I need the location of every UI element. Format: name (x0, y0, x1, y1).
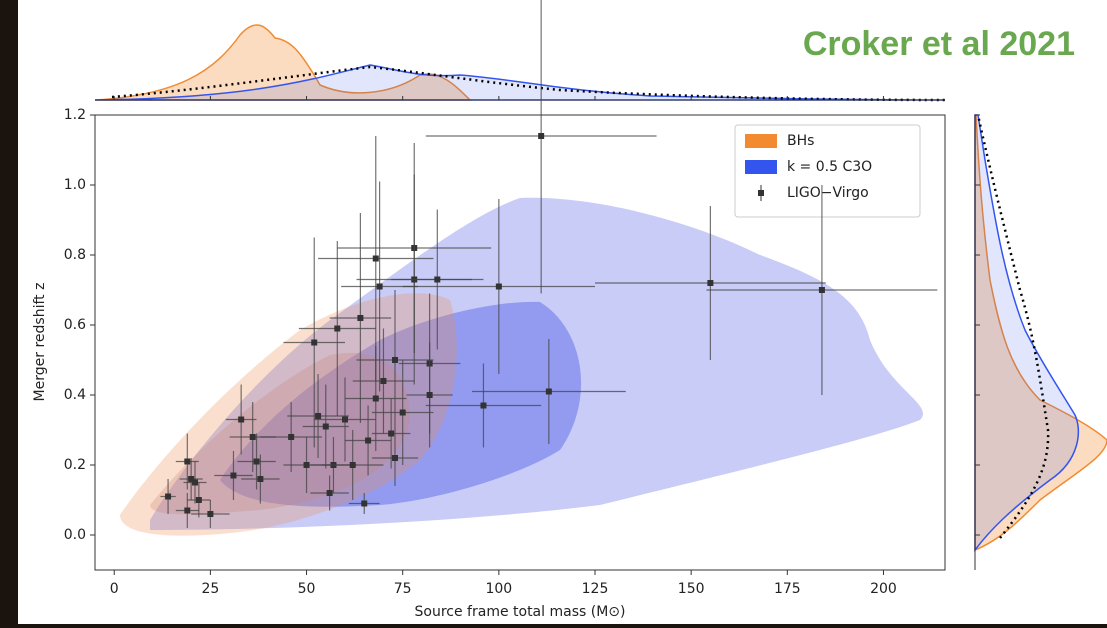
data-point (372, 395, 379, 402)
y-tick-label: 0.6 (64, 317, 86, 333)
x-tick-label: 200 (870, 581, 897, 597)
contours (120, 197, 924, 536)
data-point (311, 339, 318, 346)
data-point (818, 287, 825, 293)
data-point (372, 255, 379, 262)
legend-swatch (745, 134, 777, 148)
legend-label: LIGO−Virgo (787, 185, 869, 201)
data-point (434, 276, 441, 283)
x-tick-label: 175 (774, 581, 801, 597)
x-tick-label: 75 (394, 581, 412, 597)
data-point (230, 472, 237, 479)
data-point (207, 511, 214, 517)
legend-marker (758, 190, 764, 196)
x-tick-label: 125 (582, 581, 609, 597)
data-point (195, 497, 202, 503)
data-point (349, 462, 356, 468)
x-axis-label: Source frame total mass (M⊙) (415, 604, 626, 620)
data-point (238, 416, 245, 423)
data-point (184, 458, 191, 465)
data-point (334, 325, 341, 332)
data-point (192, 479, 198, 486)
data-point (322, 423, 329, 430)
data-point (361, 500, 368, 507)
legend-label: BHs (787, 133, 814, 149)
y-tick-label: 0.4 (64, 387, 86, 403)
data-point (165, 493, 172, 500)
y-axis-label: Merger redshift z (32, 283, 48, 402)
data-point (392, 357, 398, 363)
y-tick-label: 1.0 (64, 177, 86, 193)
y-tick-label: 0.8 (64, 247, 86, 263)
data-point (315, 413, 322, 419)
x-tick-label: 100 (485, 581, 512, 597)
data-point (253, 458, 260, 465)
y-tick-label: 1.2 (64, 107, 86, 123)
data-point (188, 476, 195, 482)
right-marginal (974, 114, 1107, 570)
data-point (545, 388, 552, 395)
legend: BHs k = 0.5 C3O LIGO−Virgo (734, 124, 921, 218)
data-point (380, 378, 387, 384)
data-point (495, 283, 502, 290)
data-point (392, 455, 398, 461)
plot-frame (94, 114, 946, 571)
x-tick-label: 0 (110, 581, 119, 597)
data-point (184, 507, 191, 514)
x-tick-label: 25 (201, 581, 219, 597)
data-point (365, 437, 372, 444)
top-marginal (94, 24, 946, 102)
data-point (249, 434, 256, 440)
data-point (326, 490, 333, 496)
data-point (480, 402, 487, 409)
x-tick-label: 50 (298, 581, 316, 597)
data-point (342, 416, 348, 423)
data-point (707, 280, 714, 286)
y-tick-label: 0.0 (64, 527, 86, 543)
data-point (388, 430, 395, 437)
data-point (426, 392, 433, 398)
x-tick-label: 150 (678, 581, 705, 597)
y-tick-label: 0.2 (64, 457, 86, 473)
data-point (288, 434, 295, 440)
data-point (376, 283, 383, 290)
data-point (303, 462, 310, 468)
legend-swatch (745, 160, 777, 174)
data-point (399, 409, 406, 416)
data-point (257, 476, 264, 482)
data-point (538, 133, 545, 139)
panel (18, 0, 1107, 624)
data-point (357, 315, 364, 321)
legend-label: k = 0.5 C3O (787, 159, 872, 175)
chart-title: Croker et al 2021 (803, 25, 1075, 63)
